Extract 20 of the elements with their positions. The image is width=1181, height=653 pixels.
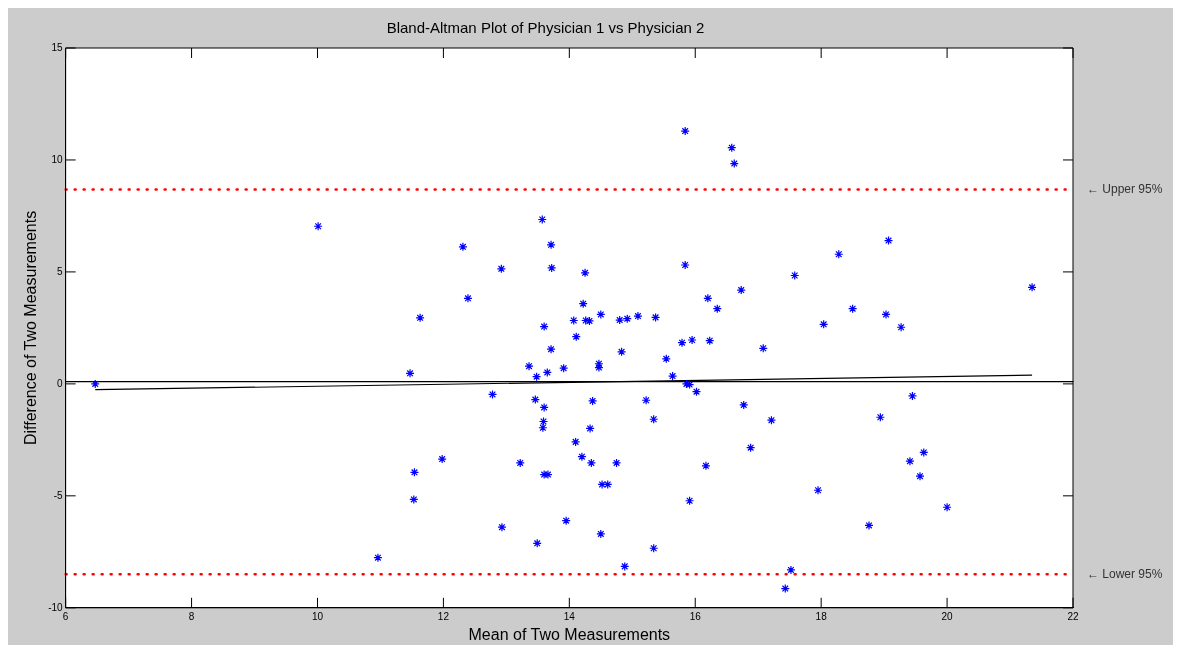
y-axis-title: Difference of Two Measurements [22, 210, 40, 445]
x-tick-label: 22 [1067, 610, 1079, 622]
x-tick-label: 20 [941, 610, 954, 622]
x-tick-label: 10 [311, 610, 324, 622]
x-tick-label: 14 [563, 610, 576, 622]
ref-line-label: ← Lower 95% [1087, 566, 1163, 581]
y-tick-label: 15 [51, 41, 64, 53]
x-tick-label: 16 [689, 610, 702, 622]
y-tick-label: -10 [48, 601, 64, 613]
chart-title: Bland-Altman Plot of Physician 1 vs Physician 2 [386, 19, 705, 37]
x-axis-title: Mean of Two Measurements [468, 625, 671, 643]
x-tick-label: 18 [815, 610, 828, 622]
y-tick-label: 5 [57, 265, 64, 277]
x-tick-label: 8 [188, 610, 195, 622]
y-tick-label: 10 [51, 153, 64, 165]
ref-line-label: ← Upper 95% [1087, 181, 1163, 196]
y-tick-label: -5 [53, 489, 64, 501]
y-tick-label: 0 [57, 377, 64, 389]
x-tick-label: 6 [62, 610, 69, 622]
x-tick-label: 12 [437, 610, 450, 622]
